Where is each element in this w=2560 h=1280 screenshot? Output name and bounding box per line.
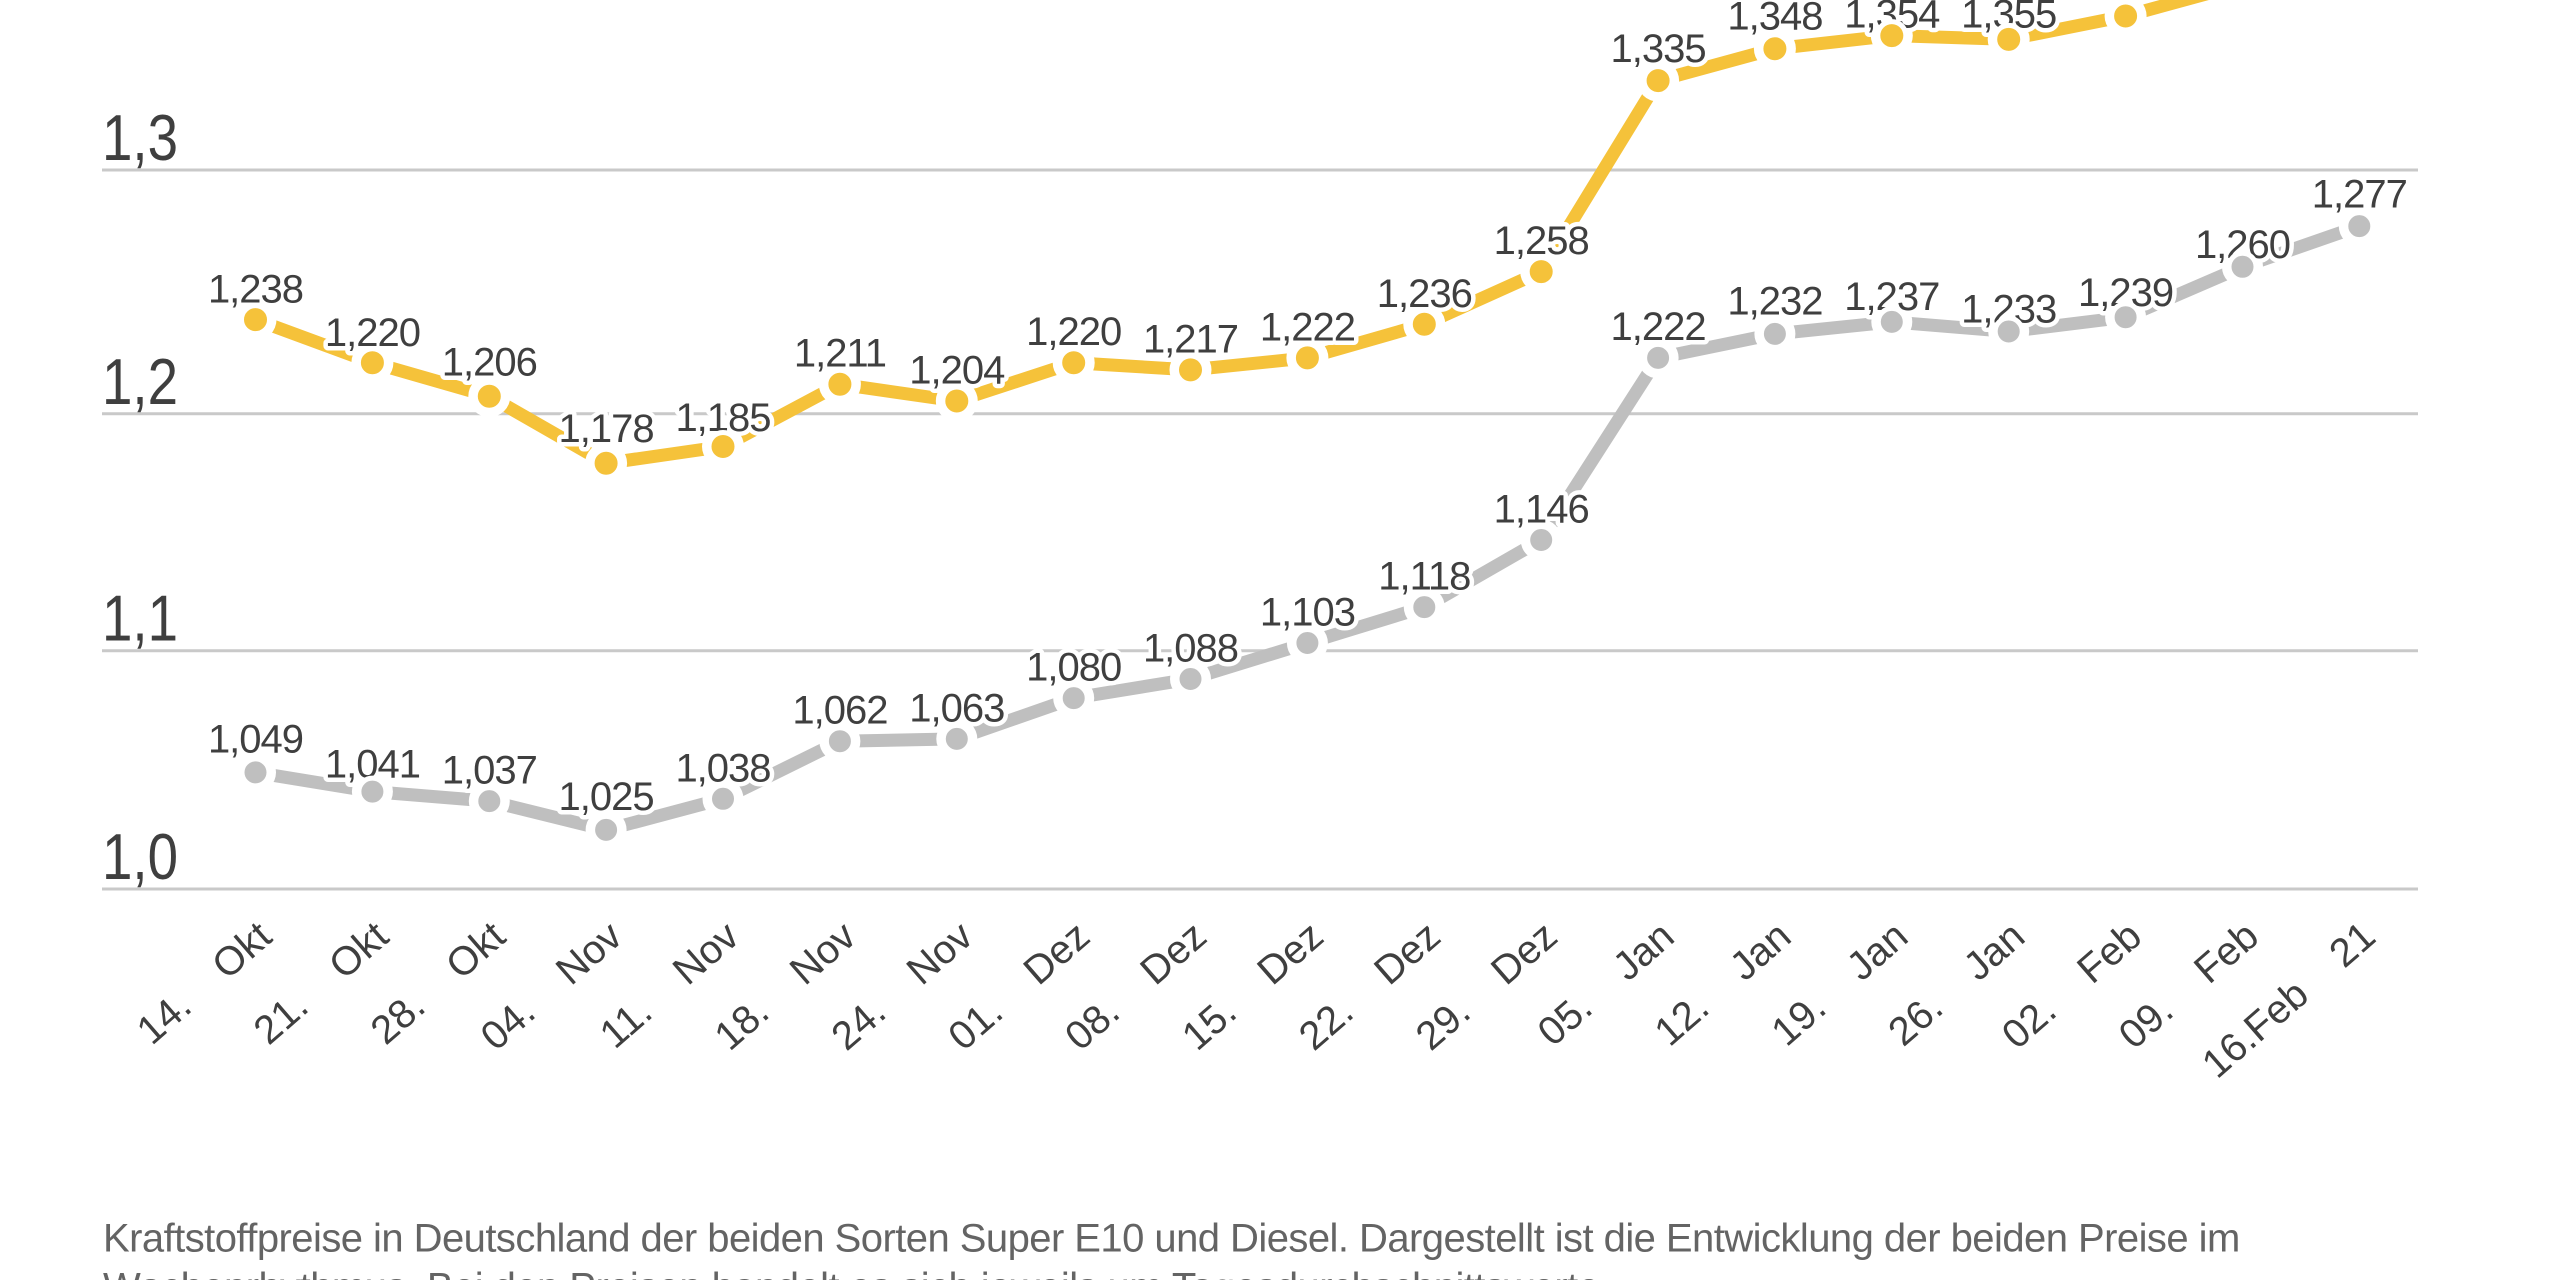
svg-text:1,222: 1,222: [1611, 305, 1706, 349]
svg-text:1,2: 1,2: [102, 345, 178, 418]
svg-text:1,185: 1,185: [675, 396, 770, 440]
svg-text:1,206: 1,206: [442, 340, 537, 384]
svg-text:1,049: 1,049: [208, 718, 303, 762]
svg-text:1,0: 1,0: [102, 820, 178, 893]
svg-text:1,1: 1,1: [102, 582, 178, 655]
svg-text:1,277: 1,277: [2312, 172, 2407, 216]
svg-text:1,178: 1,178: [559, 407, 654, 451]
svg-text:1,041: 1,041: [325, 743, 420, 787]
svg-text:1,232: 1,232: [1727, 279, 1822, 323]
svg-text:1,3: 1,3: [102, 101, 178, 174]
svg-text:Kraftstoffpreise in Deutschlan: Kraftstoffpreise in Deutschland der beid…: [103, 1217, 2240, 1261]
svg-text:1,062: 1,062: [792, 689, 887, 733]
svg-text:Wochenrhythmus. Bei den Preise: Wochenrhythmus. Bei den Preisen handelt …: [103, 1266, 1610, 1280]
svg-text:1,025: 1,025: [559, 775, 654, 819]
svg-text:1,220: 1,220: [325, 311, 420, 355]
svg-text:1,237: 1,237: [1844, 275, 1939, 319]
